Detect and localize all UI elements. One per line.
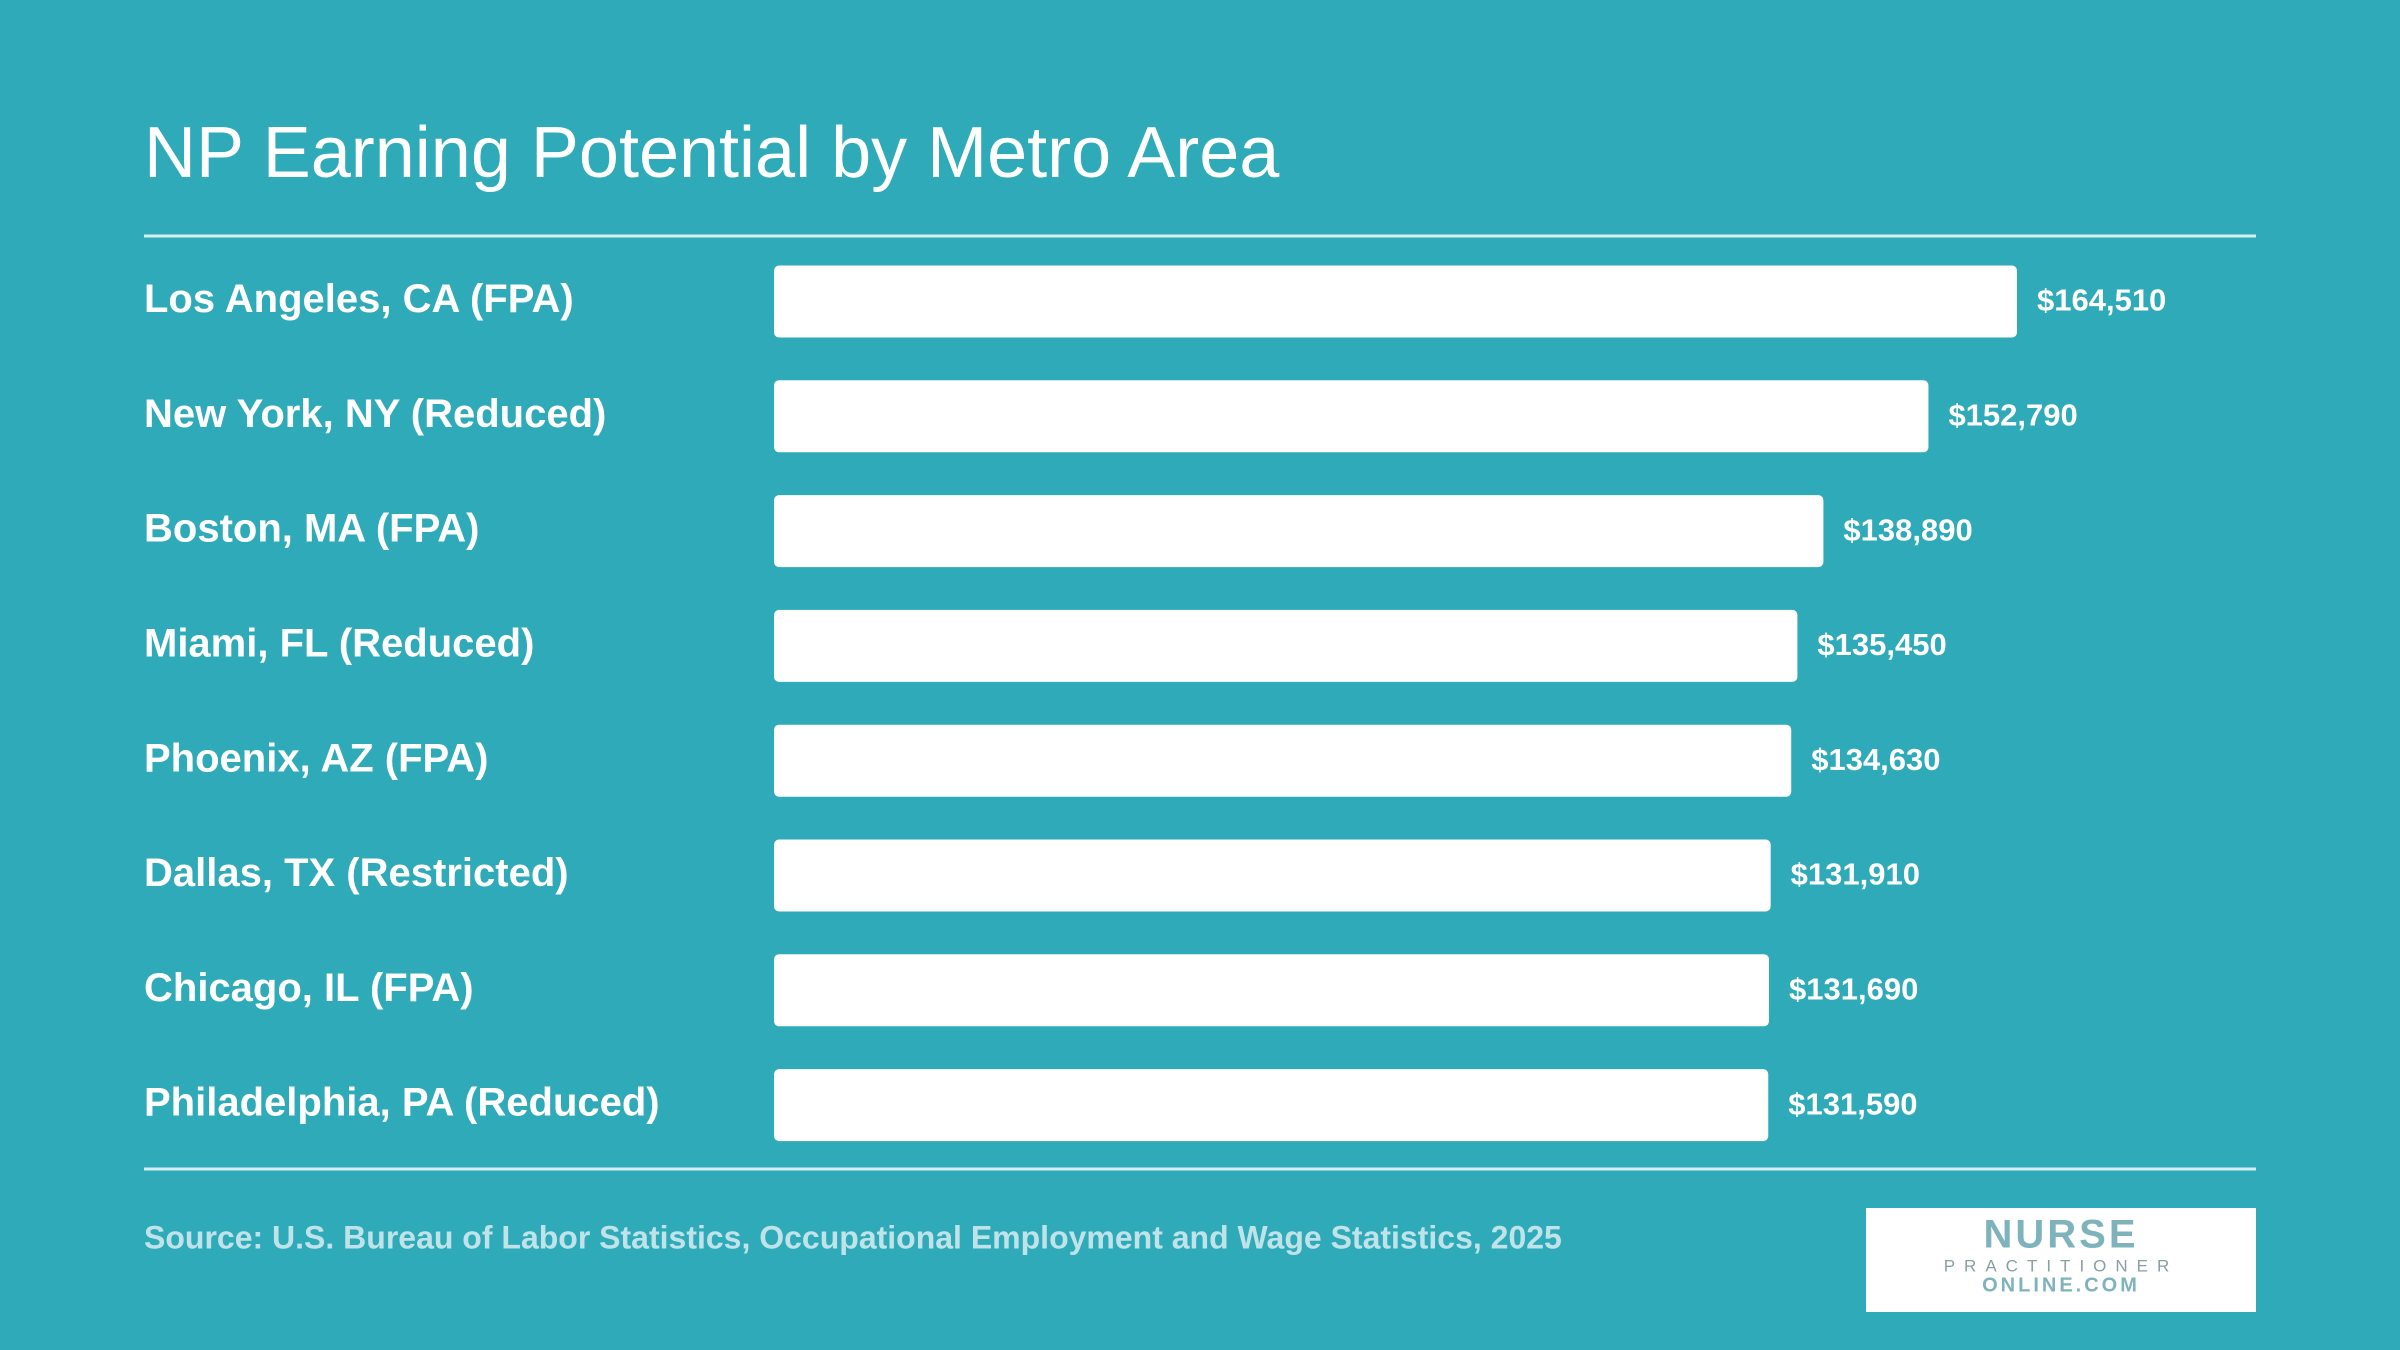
value-label: $131,910 (1791, 857, 1920, 892)
category-label: Philadelphia, PA (Reduced) (144, 1081, 660, 1125)
logo-box (1866, 1208, 2256, 1312)
category-label: New York, NY (Reduced) (144, 392, 606, 436)
logo-text: PRACTITIONER (1944, 1256, 2179, 1275)
logo-text: NURSE (1983, 1213, 2138, 1257)
bar (774, 724, 1792, 797)
bar (774, 609, 1798, 682)
source-note: Source: U.S. Bureau of Labor Statistics,… (144, 1219, 1562, 1255)
value-label: $134,630 (1811, 742, 1940, 777)
category-label: Dallas, TX (Restricted) (144, 851, 569, 895)
logo-text: ONLINE.COM (1982, 1274, 2140, 1296)
category-label: Los Angeles, CA (FPA) (144, 277, 574, 321)
value-label: $138,890 (1843, 512, 1972, 547)
bar (774, 265, 2017, 338)
value-label: $164,510 (2037, 283, 2166, 318)
value-label: $131,590 (1788, 1086, 1917, 1121)
bar (774, 839, 1771, 912)
bar (774, 954, 1770, 1027)
bar (774, 380, 1929, 453)
category-label: Miami, FL (Reduced) (144, 621, 534, 665)
bar (774, 1069, 1769, 1142)
value-label: $131,690 (1789, 971, 1918, 1006)
value-label: $152,790 (1948, 397, 2077, 432)
category-label: Boston, MA (FPA) (144, 507, 480, 551)
value-label: $135,450 (1817, 627, 1946, 662)
category-label: Chicago, IL (FPA) (144, 966, 474, 1010)
chart-title: NP Earning Potential by Metro Area (144, 113, 1280, 193)
category-label: Phoenix, AZ (FPA) (144, 736, 488, 780)
bar (774, 495, 1824, 568)
